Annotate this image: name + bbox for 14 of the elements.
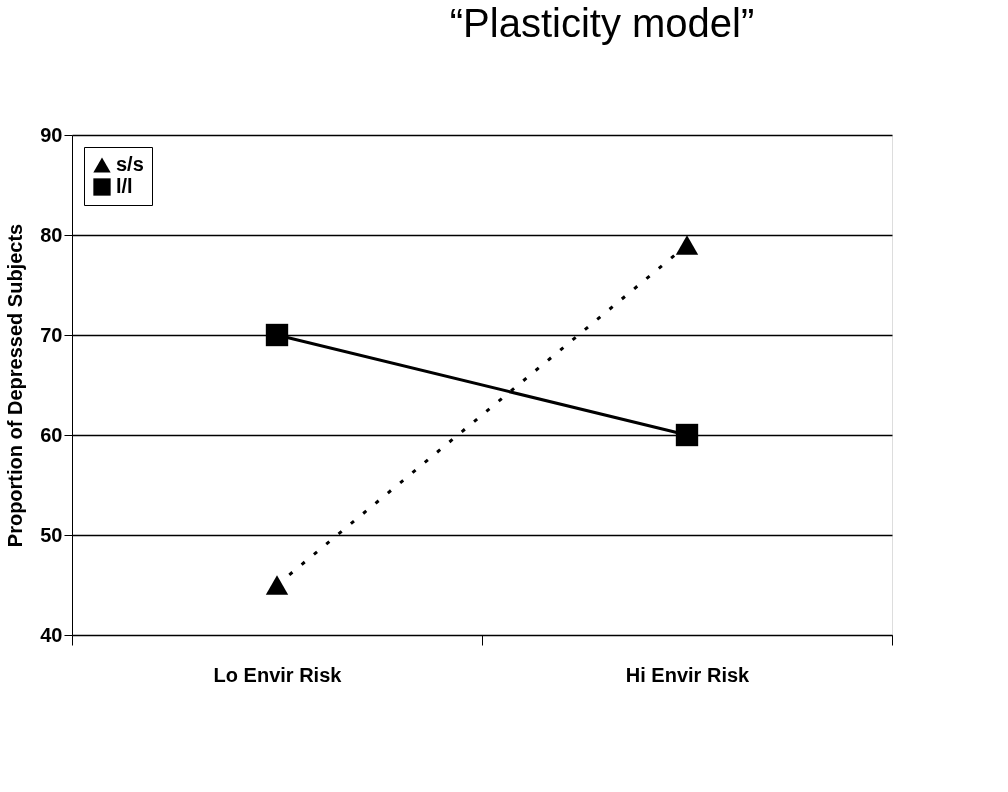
- y-tick-label: 70: [40, 323, 63, 346]
- point: [675, 423, 699, 447]
- x-tick-label: Lo Envir Risk: [213, 663, 343, 686]
- y-tick-label: 80: [40, 223, 63, 246]
- chart-title: “Plasticity model”: [449, 1, 755, 45]
- y-axis-title: Proportion of Depressed Subjects: [4, 223, 27, 548]
- legend-label: s/s: [116, 153, 144, 175]
- point: [265, 323, 289, 347]
- y-tick-label: 90: [40, 123, 63, 146]
- y-tick-label: 60: [40, 423, 63, 446]
- y-tick-label: 50: [40, 523, 63, 546]
- y-tick-label: 40: [40, 623, 63, 646]
- legend-label: l/l: [116, 175, 133, 197]
- x-tick-label: Hi Envir Risk: [625, 663, 751, 686]
